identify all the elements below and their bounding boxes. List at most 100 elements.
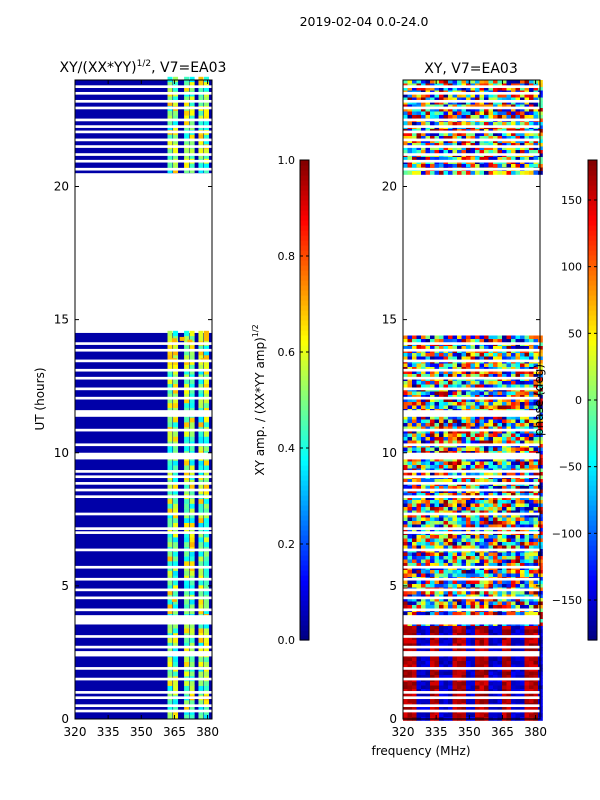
phase-cell <box>497 510 503 515</box>
phase-cell <box>479 689 485 693</box>
amplitude-cell <box>203 580 209 586</box>
phase-cell <box>452 437 458 441</box>
amplitude-cell <box>203 484 209 490</box>
phase-cell <box>533 97 539 102</box>
colorbar-swatch <box>300 420 309 426</box>
phase-cell <box>443 664 449 669</box>
phase-cell <box>412 573 417 578</box>
colorbar-swatch <box>300 285 309 291</box>
phase-cell <box>412 80 417 84</box>
amplitude-flagged-row <box>75 577 212 581</box>
phase-cell <box>475 647 480 651</box>
phase-cell <box>497 402 503 406</box>
phase-cell <box>434 136 440 140</box>
phase-cell <box>529 433 534 438</box>
phase-cell <box>407 157 413 161</box>
phase-cell <box>484 500 489 504</box>
phase-cell <box>448 356 453 361</box>
phase-cell <box>416 132 422 137</box>
phase-cell <box>502 633 507 637</box>
phase-cell <box>475 605 480 609</box>
phase-cell <box>502 405 507 410</box>
phase-cell <box>439 699 444 704</box>
phase-cell <box>515 402 521 406</box>
phase-cell <box>430 423 435 427</box>
phase-cell <box>488 461 494 466</box>
phase-cell <box>470 643 476 648</box>
phase-cell <box>470 605 476 609</box>
phase-cell <box>479 122 485 126</box>
phase-cell <box>416 640 422 644</box>
phase-cell <box>416 108 422 112</box>
phase-cell <box>475 426 480 431</box>
phase-cell <box>515 675 521 679</box>
phase-cell <box>403 479 408 483</box>
phase-cell <box>515 699 521 704</box>
phase-cell <box>412 146 417 151</box>
phase-cell <box>430 664 435 669</box>
phase-cell <box>412 668 417 672</box>
phase-cell <box>524 500 530 504</box>
amplitude-cell <box>189 536 195 543</box>
phase-cell <box>484 339 489 343</box>
phase-cell <box>407 433 413 438</box>
phase-cell <box>470 570 476 574</box>
phase-cell <box>502 398 507 403</box>
phase-cell <box>412 164 417 168</box>
phase-cell <box>502 598 507 602</box>
amplitude-cell <box>184 383 190 389</box>
phase-cell <box>493 437 498 441</box>
phase-cell <box>515 171 521 175</box>
phase-cell <box>461 563 467 567</box>
phase-cell <box>466 458 471 462</box>
phase-cell <box>466 612 471 616</box>
phase-cell <box>434 594 440 599</box>
phase-cell <box>479 699 485 704</box>
phase-cell <box>506 479 512 483</box>
phase-cell <box>493 339 498 343</box>
phase-cell <box>466 87 471 91</box>
phase-cell <box>515 671 521 676</box>
phase-cell <box>448 493 453 497</box>
phase-cell <box>452 601 458 606</box>
phase-cell <box>488 601 494 606</box>
phase-cell <box>506 111 512 116</box>
phase-cell <box>497 580 503 585</box>
phase-cell <box>479 346 485 350</box>
phase-cell <box>488 510 494 515</box>
phase-cell <box>461 132 467 137</box>
phase-cell <box>493 486 498 490</box>
phase-cell <box>529 143 534 147</box>
phase-cell <box>520 458 525 462</box>
phase-cell <box>524 437 530 441</box>
phase-cell <box>425 668 431 672</box>
phase-cell <box>470 682 476 686</box>
phase-cell <box>515 164 521 168</box>
phase-cell <box>430 94 435 98</box>
phase-cell <box>493 472 498 476</box>
phase-cell <box>430 493 435 497</box>
phase-cell <box>452 391 458 396</box>
phase-cell <box>407 391 413 396</box>
phase-cell <box>457 437 462 441</box>
phase-cell <box>484 573 489 578</box>
phase-cell <box>511 524 516 529</box>
phase-cell <box>466 629 471 634</box>
phase-cell <box>511 458 516 462</box>
phase-cell <box>506 640 512 644</box>
phase-cell <box>466 447 471 452</box>
phase-cell <box>443 489 449 494</box>
phase-cell <box>416 370 422 375</box>
phase-cell <box>515 381 521 385</box>
phase-cell <box>425 682 431 686</box>
phase-cell <box>488 668 494 672</box>
phase-cell <box>493 692 498 697</box>
phase-cell <box>448 682 453 686</box>
phase-cell <box>461 500 467 504</box>
phase-cell <box>452 419 458 424</box>
amplitude-cell <box>167 383 173 389</box>
phase-cell <box>448 661 453 665</box>
colorbar-swatch <box>300 340 309 346</box>
phase-cell <box>506 339 512 343</box>
phase-cell <box>470 668 476 672</box>
